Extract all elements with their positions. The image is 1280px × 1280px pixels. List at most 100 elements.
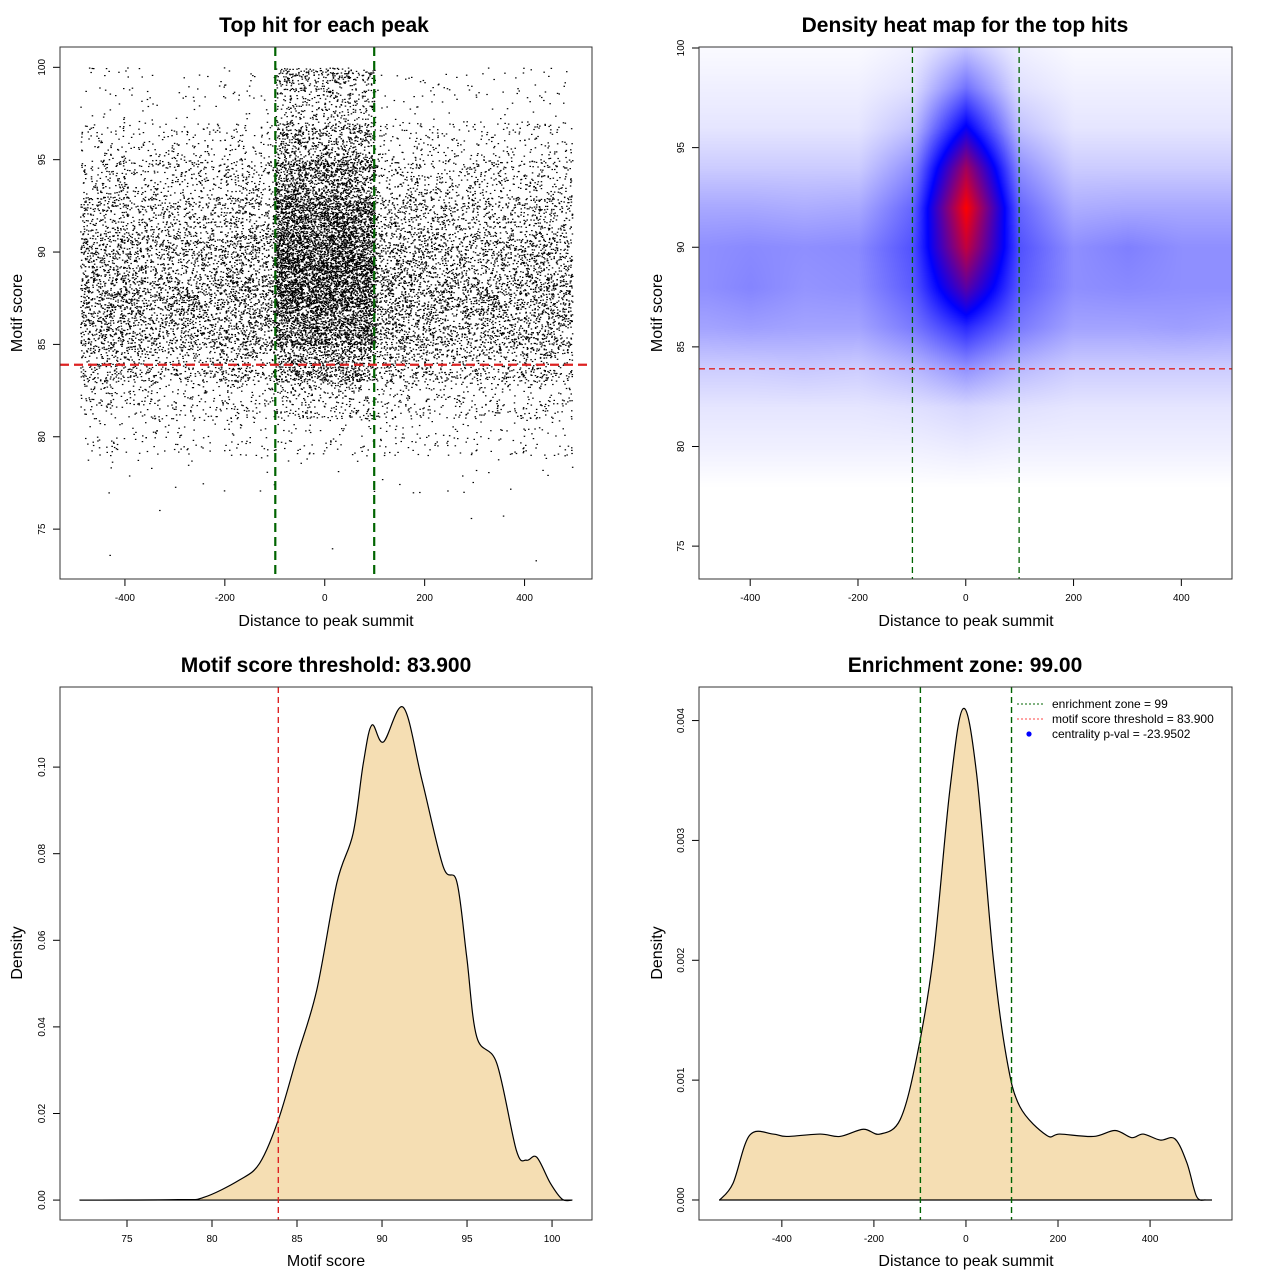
scatter-point [248,322,250,324]
scatter-point [107,294,109,296]
scatter-point [80,248,82,250]
scatter-point [106,271,109,274]
scatter-point [210,363,213,365]
scatter-point [268,342,271,344]
scatter-point [133,293,136,295]
scatter-point [131,338,133,340]
scatter-point [100,198,103,200]
scatter-point [139,356,142,358]
scatter-point [84,257,87,260]
scatter-point [91,261,93,263]
scatter-point [248,278,251,280]
scatter-point [179,199,182,201]
scatter-point [121,184,123,186]
scatter-point [163,375,166,377]
scatter-point [201,332,203,335]
scatter-point [203,381,205,383]
scatter-point [112,330,114,332]
scatter-point [83,293,86,295]
scatter-point [81,163,84,165]
scatter-point [227,391,229,393]
scatter-point [92,214,95,216]
scatter-point [156,104,158,106]
scatter-point [260,314,263,316]
scatter-point [161,270,163,272]
scatter-point [106,379,108,381]
scatter-point [259,293,261,295]
scatter-point [182,322,185,324]
scatter-point [103,343,105,345]
scatter-point [121,239,123,241]
scatter-point [186,116,188,119]
scatter-point [106,382,108,384]
scatter-point [89,349,92,351]
scatter-point [268,314,270,316]
scatter-point [122,300,124,303]
scatter-point [235,290,237,292]
scatter-point [182,194,185,196]
scatter-point [134,253,136,255]
scatter-point [240,311,243,313]
scatter-point [85,314,87,317]
scatter-point [175,373,177,375]
scatter-point [197,371,199,373]
scatter-point [106,209,109,211]
scatter-point [218,186,220,189]
scatter-point [241,319,243,321]
scatter-point [172,320,175,322]
scatter-point [203,332,205,334]
scatter-point [92,351,95,353]
scatter-point [88,250,90,252]
scatter-point [126,259,128,261]
scatter-point [194,244,196,246]
scatter-point [125,183,128,186]
scatter-point [220,319,222,321]
scatter-point [253,316,256,318]
scatter-point [107,206,109,208]
scatter-point [154,301,156,303]
scatter-point [179,314,181,316]
scatter-point [188,283,190,285]
scatter-point [129,346,131,348]
scatter-point [186,311,188,313]
scatter-point [198,105,201,107]
scatter-point [154,274,156,276]
scatter-point [212,239,214,241]
scatter-point [206,285,209,287]
scatter-point [194,241,196,243]
scatter-point [145,222,147,224]
scatter-point [124,286,127,288]
scatter-point [122,280,124,282]
scatter-point [117,274,119,276]
scatter-point [241,316,243,318]
scatter-point [109,109,112,111]
scatter-point [87,281,90,283]
scatter-point [102,243,105,245]
scatter-point [231,369,234,371]
scatter-point [140,277,143,279]
scatter-point [172,338,175,340]
scatter-point [207,152,210,155]
scatter-point [192,337,195,339]
scatter-point [111,260,114,262]
scatter-point [126,306,128,308]
scatter-point [157,363,159,365]
scatter-point [96,284,98,286]
scatter-point [264,331,266,333]
scatter-point [100,248,102,251]
scatter-point [177,289,180,291]
scatter-point [258,380,260,382]
scatter-point [82,320,85,322]
scatter-point [178,313,181,315]
scatter-point [227,329,230,331]
scatter-point [91,276,93,279]
scatter-point [99,212,102,214]
scatter-point [150,348,152,350]
scatter-point [99,330,102,333]
scatter-point [98,335,101,337]
scatter-point [83,343,85,345]
scatter-point [159,373,162,375]
scatter-point [123,242,126,244]
scatter-point [271,339,273,341]
scatter-point [228,423,230,425]
